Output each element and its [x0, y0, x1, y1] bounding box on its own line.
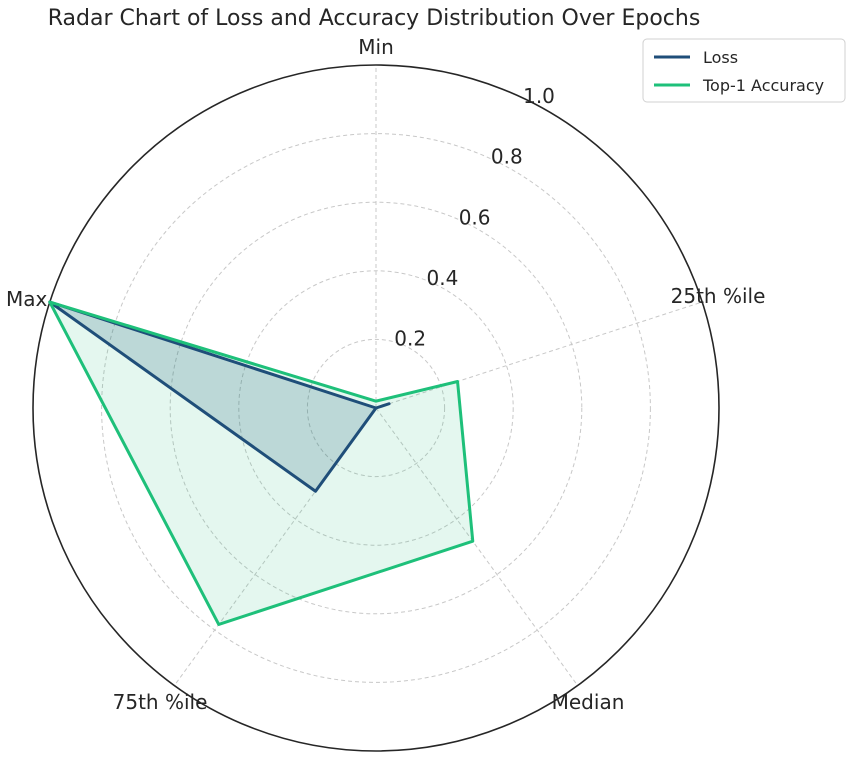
grid-ring-0 [306, 338, 446, 478]
tick-label-1: 0.4 [426, 266, 458, 290]
tick-label-3: 0.8 [491, 145, 523, 169]
series-fill-1 [49, 302, 473, 625]
axis-label-3: 75th %ile [113, 690, 208, 714]
tick-label-0: 0.2 [394, 326, 426, 350]
axis-label-2: Median [552, 690, 625, 714]
legend-label-1: Top-1 Accuracy [702, 76, 824, 95]
legend-items: Loss Top-1 Accuracy [654, 48, 824, 95]
legend: Loss Top-1 Accuracy [642, 38, 846, 103]
series-line-1 [48, 300, 475, 626]
radial-tick-labels: 0.2 0.4 0.6 0.8 1.0 [394, 84, 555, 350]
chart-title: Radar Chart of Loss and Accuracy Distrib… [48, 6, 701, 31]
axis-label-0: Min [358, 35, 394, 59]
radar-series [48, 300, 475, 626]
outer-ring [32, 64, 720, 752]
spoke-1 [375, 301, 703, 409]
legend-label-0: Loss [703, 48, 738, 67]
axis-label-4: Max [6, 287, 48, 311]
series-fill-0 [49, 302, 390, 492]
tick-label-2: 0.6 [459, 205, 491, 229]
spoke-2 [375, 407, 579, 686]
grid-ring-1 [238, 270, 514, 546]
legend-box [642, 38, 846, 103]
grid-ring-3 [101, 133, 651, 683]
axis-label-1: 25th %ile [671, 284, 766, 308]
tick-label-4: 1.0 [523, 84, 555, 108]
axis-labels: Min 25th %ile Median 75th %ile Max [6, 35, 765, 714]
